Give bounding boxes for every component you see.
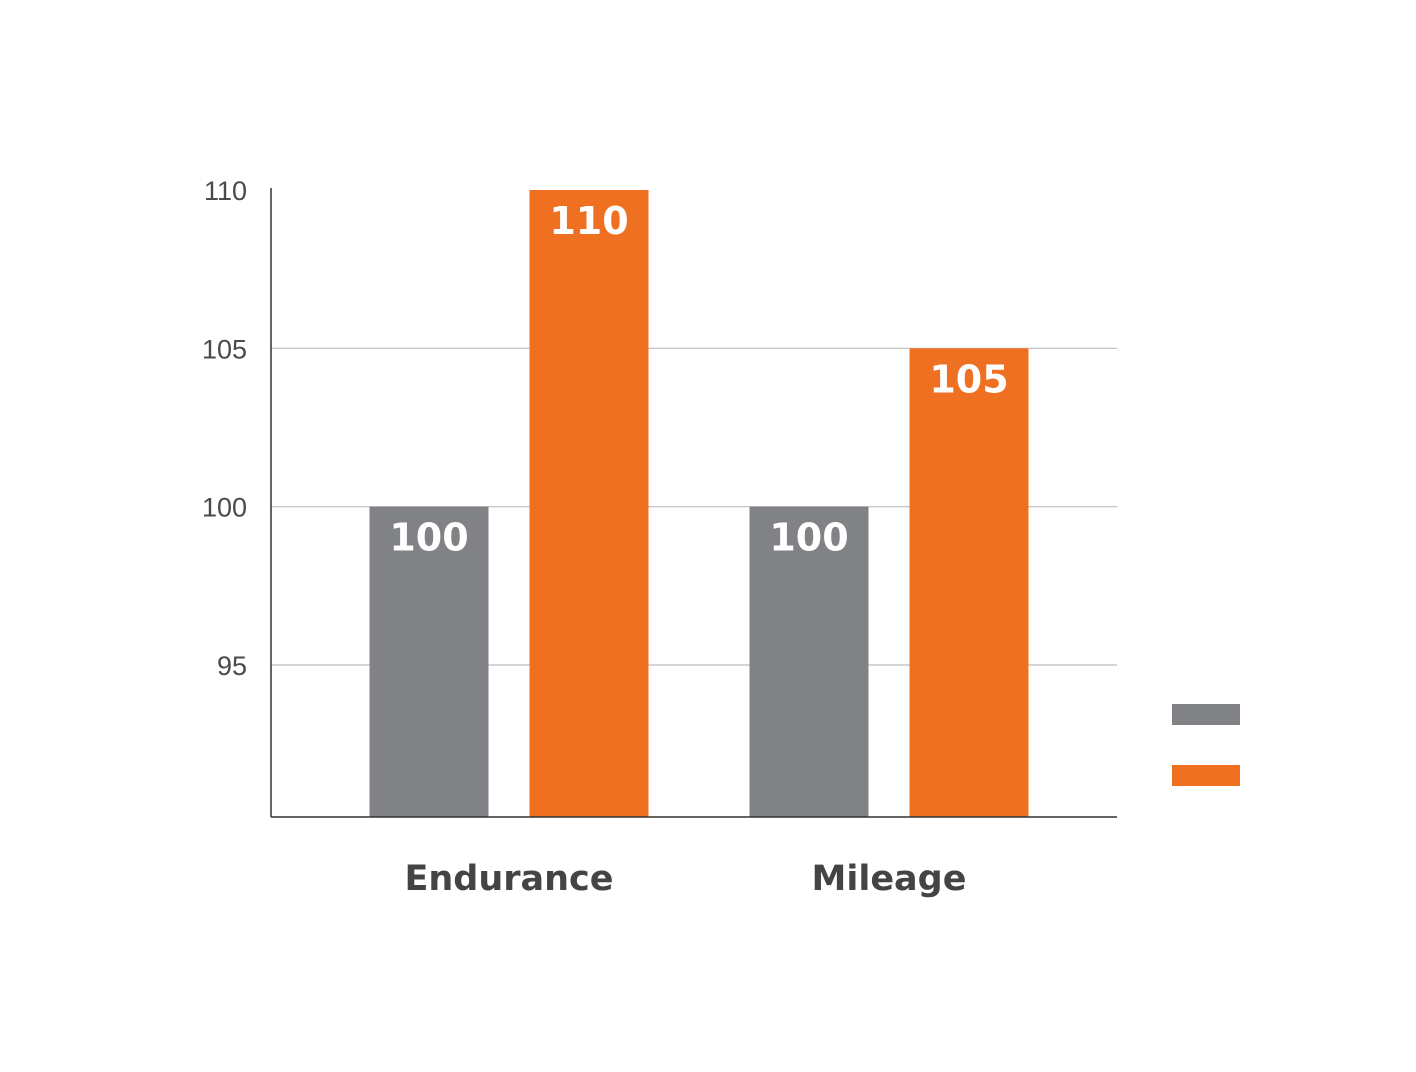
legend [1172,704,1240,786]
bar-endurance-series-1 [369,506,489,817]
bars [369,190,1029,817]
data-label: 100 [769,516,848,560]
bar-mileage-series-2 [909,348,1029,817]
y-tick-label: 105 [202,334,247,364]
category-label-mileage: Mileage [812,859,967,899]
legend-swatch-series-1 [1172,704,1240,725]
y-tick-label: 110 [204,176,247,206]
y-tick-label: 100 [202,493,247,523]
y-tick-label: 95 [217,651,247,681]
legend-swatch-series-2 [1172,765,1240,786]
data-label: 110 [549,199,628,243]
bar-endurance-series-2 [529,190,649,817]
data-labels: 100 100 110 105 [389,199,1008,560]
data-label: 100 [389,516,468,560]
bar-mileage-series-1 [749,506,869,817]
data-label: 105 [929,357,1008,401]
category-label-endurance: Endurance [404,859,613,899]
y-axis-ticks: 95 100 105 110 [202,176,247,681]
category-labels: Endurance Mileage [404,859,966,899]
